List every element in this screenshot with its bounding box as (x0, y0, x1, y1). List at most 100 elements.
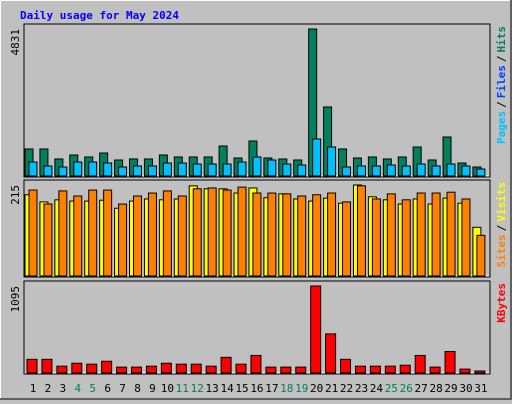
bar (474, 370, 486, 374)
x-tick-label: 31 (474, 382, 487, 395)
bar (252, 192, 262, 277)
x-tick-label: 10 (161, 382, 174, 395)
bar (416, 163, 426, 177)
x-tick-label: 9 (149, 382, 156, 395)
bar (205, 365, 217, 374)
bar (101, 360, 113, 374)
legend-entry: Hits (495, 26, 508, 53)
bar (414, 354, 426, 374)
bar (354, 365, 366, 374)
x-tick-label: 25 (385, 382, 398, 395)
bar (73, 161, 83, 177)
bar (207, 187, 217, 277)
bar (192, 188, 202, 277)
bar (162, 162, 172, 177)
bar (401, 199, 411, 277)
bar (118, 166, 128, 177)
bar (41, 358, 53, 374)
legend-separator: / (495, 55, 508, 62)
x-tick-label: 2 (45, 382, 52, 395)
x-tick-label: 7 (119, 382, 126, 395)
bar (160, 362, 172, 374)
bar (327, 146, 337, 177)
x-tick-label: 21 (325, 382, 338, 395)
bar (71, 362, 83, 374)
x-tick-label: 8 (134, 382, 141, 395)
chart-title: Daily usage for May 2024 (20, 9, 179, 22)
legend-entry: Pages (495, 111, 508, 144)
bar (446, 163, 456, 177)
bar (220, 356, 232, 374)
x-tick-label: 27 (415, 382, 428, 395)
bar (295, 366, 307, 374)
bar (280, 366, 292, 374)
y-tick-label: 1095 (9, 286, 22, 313)
x-tick-label: 22 (340, 382, 353, 395)
x-tick-label: 20 (310, 382, 323, 395)
bar (267, 192, 277, 277)
bar (446, 191, 456, 277)
y-tick-label: 4831 (9, 29, 22, 56)
legend-separator: / (495, 224, 508, 231)
bar (26, 358, 38, 374)
x-tick-label: 6 (104, 382, 111, 395)
bar (399, 364, 411, 374)
bar (73, 195, 83, 277)
bar (267, 159, 277, 177)
bar (147, 192, 157, 277)
legend-separator: / (495, 101, 508, 108)
x-tick-label: 16 (250, 382, 263, 395)
x-tick-label: 5 (89, 382, 96, 395)
bar (356, 165, 366, 177)
x-tick-label: 4 (74, 382, 81, 395)
bar (327, 192, 337, 277)
x-tick-label: 17 (265, 382, 278, 395)
bar (133, 165, 143, 177)
x-tick-label: 14 (220, 382, 234, 395)
bar (28, 161, 38, 177)
bar (222, 163, 232, 177)
bar (476, 168, 486, 177)
bar (162, 190, 172, 277)
bar (103, 162, 113, 177)
bar (88, 161, 98, 177)
legend-entry: Files (495, 65, 508, 98)
bar (28, 189, 38, 277)
x-tick-label: 12 (191, 382, 204, 395)
legend-entry: Sites (495, 234, 508, 267)
x-tick-label: 13 (206, 382, 219, 395)
legend: Sites / Visits (495, 182, 508, 268)
bar (192, 163, 202, 177)
bar (431, 165, 441, 177)
bar (476, 234, 486, 277)
bar (282, 163, 292, 177)
bar (147, 165, 157, 177)
bar (118, 203, 128, 277)
bar (56, 365, 68, 374)
bar (297, 164, 307, 177)
bar (371, 165, 381, 177)
bar (461, 198, 471, 277)
bar (429, 366, 441, 374)
legend-entry: Visits (495, 182, 508, 222)
y-tick-label: 215 (9, 185, 22, 205)
x-tick-label: 23 (355, 382, 368, 395)
bar (265, 366, 277, 374)
bar (461, 165, 471, 177)
bar (177, 162, 187, 177)
bar (145, 365, 157, 374)
x-tick-label: 3 (60, 382, 67, 395)
bar (401, 165, 411, 177)
x-tick-label: 15 (235, 382, 248, 395)
bar (86, 363, 98, 374)
bar (177, 195, 187, 277)
bar (416, 192, 426, 277)
bar (235, 363, 247, 374)
bar (312, 194, 322, 277)
bar (371, 198, 381, 277)
x-tick-label: 30 (459, 382, 472, 395)
bar (88, 189, 98, 277)
bar (282, 193, 292, 277)
